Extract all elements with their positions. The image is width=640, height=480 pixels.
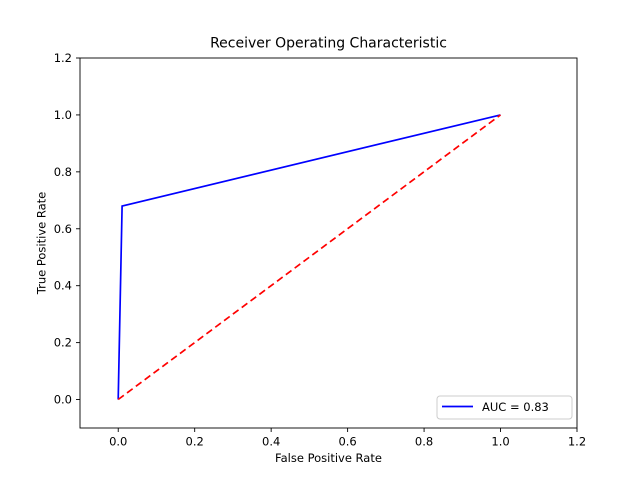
x-axis-label: False Positive Rate	[275, 451, 382, 465]
y-tick-label: 0.6	[54, 222, 72, 236]
x-tick-label: 0.4	[262, 435, 280, 449]
y-tick-label: 0.8	[54, 165, 72, 179]
axis-ticks: 0.0 0.2 0.4 0.6 0.8 1.0 1.2 0.0 0.2 0.4 0.6 0.8 1.0 1…	[54, 51, 586, 449]
y-tick-label: 0.0	[54, 393, 72, 407]
y-axis-label: True Positive Rate	[35, 192, 49, 295]
y-tick-label: 0.2	[54, 336, 72, 350]
series-roc-curve	[117, 114, 501, 400]
chart-title: Receiver Operating Characteristic	[210, 36, 447, 52]
x-tick-label: 0.6	[338, 435, 356, 449]
legend-box	[436, 395, 573, 420]
y-tick-label: 0.4	[54, 279, 72, 293]
y-tick-label: 1.0	[54, 108, 72, 122]
legend: AUC = 0.83	[436, 395, 573, 420]
y-tick-label: 1.2	[54, 51, 72, 65]
x-tick-label: 0.0	[109, 435, 127, 449]
x-tick-label: 0.8	[415, 435, 433, 449]
legend-label: AUC = 0.83	[482, 400, 549, 414]
data-series	[117, 114, 502, 401]
series-chance-line	[117, 114, 502, 401]
x-tick-label: 0.2	[186, 435, 204, 449]
x-tick-label: 1.2	[568, 435, 586, 449]
plot-area-frame	[79, 57, 578, 429]
x-tick-label: 1.0	[491, 435, 509, 449]
